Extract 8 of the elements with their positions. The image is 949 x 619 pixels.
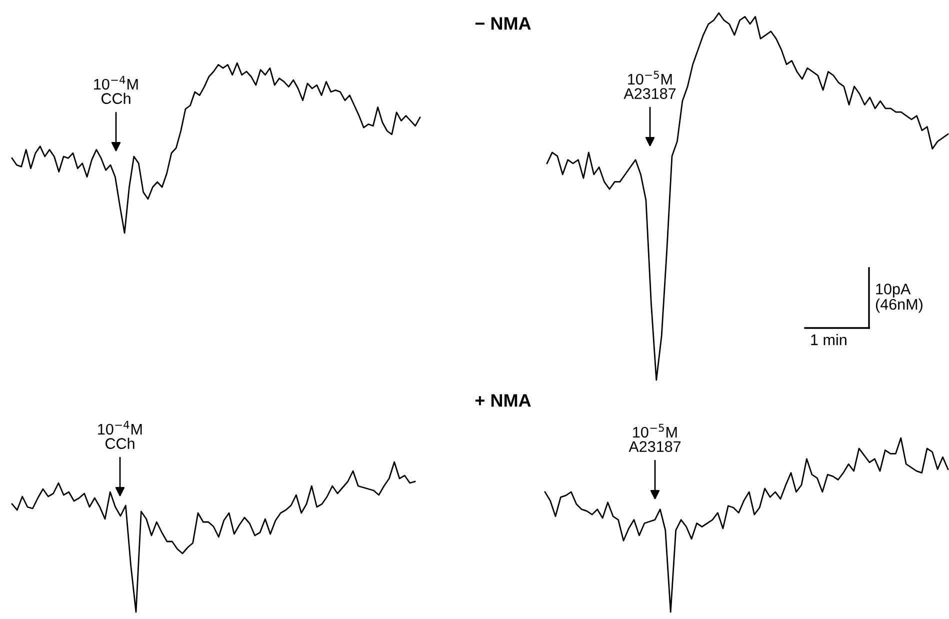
text: 10$^{−4}$M CCh [98, 420, 142, 449]
annotation: 10$^{−5}$M A23187 [624, 70, 676, 99]
annotation: 10$^{−5}$M A23187 [628, 424, 681, 452]
chart-title: − NMA [475, 17, 531, 30]
annotation: 1 min [811, 334, 846, 346]
chart-title: + NMA [475, 394, 531, 407]
annotation: 10$^{−4}$M CCh [94, 76, 138, 104]
annotation: 10pA (46nM) [876, 284, 922, 313]
